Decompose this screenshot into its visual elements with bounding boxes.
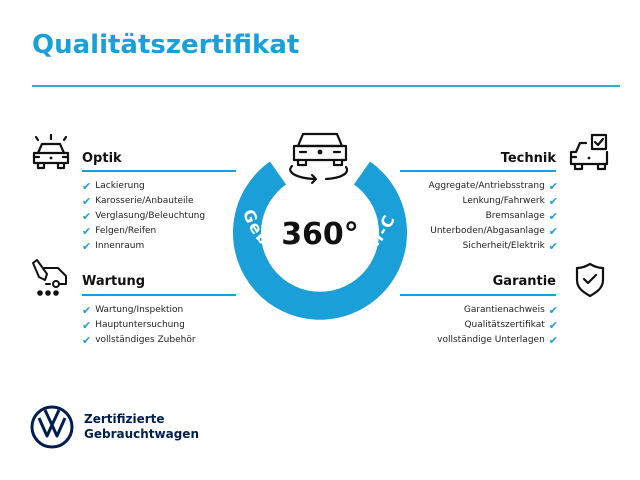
technik-list: Aggregate/Antriebsstrang ✔ Lenkung/Fahrwe… xyxy=(428,179,558,254)
title-divider xyxy=(32,85,620,87)
section-heading-garantie: Garantie xyxy=(492,274,556,289)
car-lights-icon xyxy=(32,133,70,170)
checkmark-icon: ✔ xyxy=(548,195,558,208)
list-item: vollständige Unterlagen ✔ xyxy=(437,334,558,347)
logo-text: Zertifizierte Gebrauchtwagen xyxy=(84,412,199,441)
list-item: ✔ Felgen/Reifen xyxy=(82,225,157,238)
checkmark-icon: ✔ xyxy=(548,319,558,332)
optik-list: ✔ Lackierung ✔ Karosserie/Anbauteile ✔ Verg… xyxy=(82,179,205,254)
checkmark-icon: ✔ xyxy=(82,195,92,208)
list-item: Aggregate/Antriebsstrang ✔ xyxy=(428,180,558,193)
vw-logo xyxy=(30,405,74,449)
section-heading: Optik xyxy=(82,151,122,166)
360-label: 360° xyxy=(281,217,359,252)
checkmark-icon: ✔ xyxy=(548,334,558,347)
list-item: Sicherheit/Elektrik ✔ xyxy=(462,240,558,253)
checkmark-icon: ✔ xyxy=(82,210,92,223)
section-optik: Optik xyxy=(82,151,122,166)
checkmark-icon: ✔ xyxy=(548,180,558,193)
ring-arc xyxy=(233,161,407,320)
checkmark-icon: ✔ xyxy=(548,240,558,253)
list-item: ✔ Wartung/Inspektion xyxy=(82,304,184,317)
list-item: ✔ vollständiges Zubehör xyxy=(82,334,196,347)
360-check-badge: Gebrauchtwagen-Check 360° xyxy=(220,120,407,320)
checkmark-icon: ✔ xyxy=(82,334,92,347)
section-heading-technik: Technik xyxy=(500,151,556,166)
checkmark-icon: ✔ xyxy=(548,225,558,238)
list-item: ✔ Innenraum xyxy=(82,240,145,253)
checkmark-icon: ✔ xyxy=(82,319,92,332)
shield-check-icon xyxy=(575,262,605,298)
garantie-list: Garantienachweis ✔ Qualitätszertifikat ✔ v… xyxy=(437,303,558,348)
checkmark-icon: ✔ xyxy=(82,225,92,238)
technik-divider xyxy=(400,170,556,172)
service-car-icon xyxy=(32,259,67,296)
list-item: Unterboden/Abgasanlage ✔ xyxy=(430,225,558,238)
page-title: Qualitätszertifikat xyxy=(32,30,300,60)
list-item: Bremsanlage ✔ xyxy=(485,210,558,223)
car-check-icon xyxy=(569,133,609,171)
checkmark-icon: ✔ xyxy=(548,210,558,223)
checkmark-icon: ✔ xyxy=(82,240,92,253)
checkmark-icon: ✔ xyxy=(82,304,92,317)
list-item: ✔ Karosserie/Anbauteile xyxy=(82,195,194,208)
list-item: Lenkung/Fahrwerk ✔ xyxy=(462,195,558,208)
list-item: ✔ Hauptuntersuchung xyxy=(82,319,185,332)
garantie-divider xyxy=(400,294,556,296)
list-item: ✔ Verglasung/Beleuchtung xyxy=(82,210,206,223)
list-item: Garantienachweis ✔ xyxy=(463,304,558,317)
section-heading-wartung: Wartung xyxy=(82,274,146,289)
list-item: Qualitätszertifikat ✔ xyxy=(464,319,558,332)
optik-divider xyxy=(82,170,236,172)
wartung-divider xyxy=(82,294,236,296)
wartung-list: ✔ Wartung/Inspektion ✔ Hauptuntersuchung ✔… xyxy=(82,303,196,348)
car-rotate-icon xyxy=(289,132,349,185)
list-item: ✔ Lackierung xyxy=(82,180,145,193)
checkmark-icon: ✔ xyxy=(82,180,92,193)
checkmark-icon: ✔ xyxy=(548,304,558,317)
